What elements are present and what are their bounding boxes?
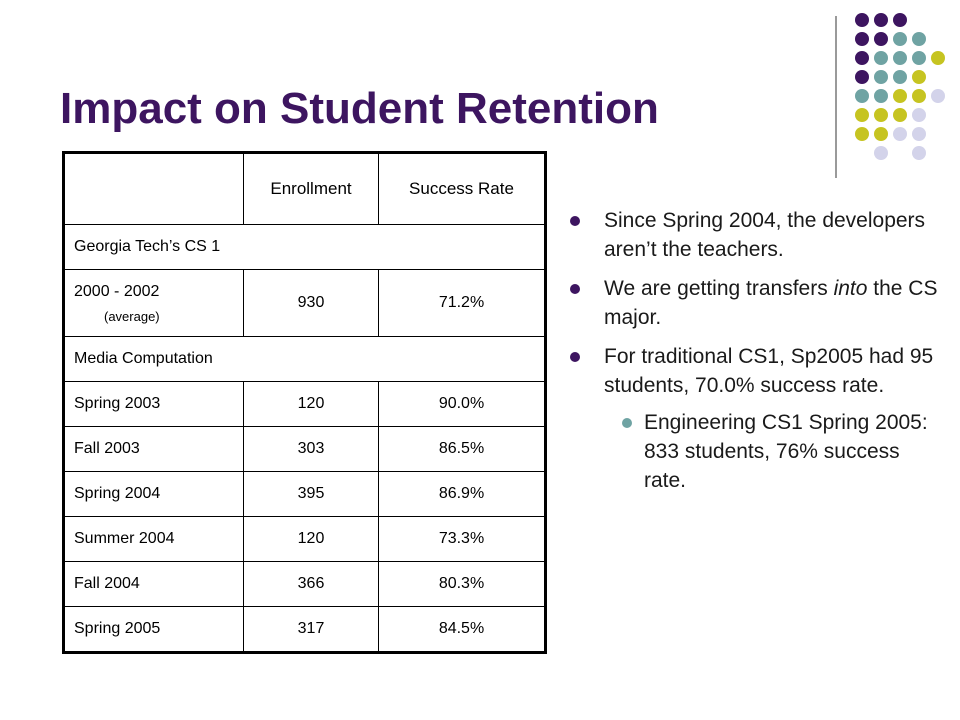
bullet-text: the CS major. bbox=[604, 277, 938, 329]
dot-icon bbox=[893, 108, 907, 122]
dot-icon bbox=[855, 51, 869, 65]
success-cell: 84.5% bbox=[378, 606, 546, 653]
dot-grid-decoration bbox=[0, 0, 960, 180]
enrollment-cell: 395 bbox=[243, 471, 379, 517]
enrollment-cell: 120 bbox=[243, 516, 379, 562]
table-row: Spring 2005 317 84.5% bbox=[63, 606, 546, 653]
dot-icon bbox=[855, 70, 869, 84]
table-row: Spring 2003 120 90.0% bbox=[63, 381, 546, 427]
dot-icon bbox=[855, 108, 869, 122]
section-row: Georgia Tech’s CS 1 bbox=[63, 224, 546, 270]
dot-icon bbox=[912, 146, 926, 160]
bullet-item: For traditional CS1, Sp2005 had 95 stude… bbox=[568, 342, 938, 400]
table-header-row: Enrollment Success Rate bbox=[63, 152, 546, 225]
term-cell: Fall 2003 bbox=[63, 426, 244, 472]
table-row: Spring 2004 395 86.9% bbox=[63, 471, 546, 517]
dot-icon bbox=[912, 51, 926, 65]
bullet-emphasis: into bbox=[833, 277, 868, 300]
dot-icon bbox=[912, 32, 926, 46]
dot-icon bbox=[855, 89, 869, 103]
dot-icon bbox=[893, 13, 907, 27]
row-note: (average) bbox=[104, 308, 160, 324]
dot-icon bbox=[912, 89, 926, 103]
success-cell: 86.5% bbox=[378, 426, 546, 472]
sub-bullet-item: Engineering CS1 Spring 2005: 833 student… bbox=[568, 408, 938, 495]
dot-icon bbox=[874, 13, 888, 27]
dot-icon bbox=[855, 13, 869, 27]
section-label: Media Computation bbox=[63, 336, 546, 382]
success-cell: 71.2% bbox=[378, 269, 546, 337]
table-row: Summer 2004 120 73.3% bbox=[63, 516, 546, 562]
dot-icon bbox=[874, 51, 888, 65]
term-cell: Summer 2004 bbox=[63, 516, 244, 562]
bullet-item: Since Spring 2004, the developers aren’t… bbox=[568, 206, 938, 264]
dot-icon bbox=[874, 32, 888, 46]
section-row: Media Computation bbox=[63, 336, 546, 382]
enrollment-cell: 120 bbox=[243, 381, 379, 427]
header-enrollment: Enrollment bbox=[243, 152, 379, 225]
success-cell: 80.3% bbox=[378, 561, 546, 607]
dot-icon bbox=[874, 146, 888, 160]
dot-icon bbox=[893, 32, 907, 46]
success-cell: 86.9% bbox=[378, 471, 546, 517]
dot-icon bbox=[912, 127, 926, 141]
term-cell: Spring 2003 bbox=[63, 381, 244, 427]
dot-icon bbox=[931, 51, 945, 65]
table-row: Fall 2004 366 80.3% bbox=[63, 561, 546, 607]
row-name: 2000 - 2002 bbox=[74, 282, 160, 300]
dot-icon bbox=[893, 89, 907, 103]
bullet-list: Since Spring 2004, the developers aren’t… bbox=[568, 206, 938, 495]
enrollment-cell: 317 bbox=[243, 606, 379, 653]
term-cell: Spring 2005 bbox=[63, 606, 244, 653]
header-success-rate: Success Rate bbox=[378, 152, 546, 225]
term-cell: Fall 2004 bbox=[63, 561, 244, 607]
success-cell: 73.3% bbox=[378, 516, 546, 562]
row-name-cell: 2000 - 2002 (average) bbox=[63, 269, 244, 337]
dot-icon bbox=[874, 70, 888, 84]
dot-icon bbox=[912, 108, 926, 122]
bullet-item: We are getting transfers into the CS maj… bbox=[568, 274, 938, 332]
enrollment-cell: 366 bbox=[243, 561, 379, 607]
slide-title: Impact on Student Retention bbox=[60, 84, 659, 133]
dot-icon bbox=[893, 51, 907, 65]
dot-icon bbox=[893, 127, 907, 141]
header-cell-empty bbox=[63, 152, 244, 225]
dot-icon bbox=[874, 108, 888, 122]
dot-icon bbox=[931, 89, 945, 103]
dot-icon bbox=[874, 89, 888, 103]
success-cell: 90.0% bbox=[378, 381, 546, 427]
retention-table: Enrollment Success Rate Georgia Tech’s C… bbox=[62, 151, 547, 654]
dot-icon bbox=[855, 127, 869, 141]
vertical-divider bbox=[835, 16, 837, 178]
term-cell: Spring 2004 bbox=[63, 471, 244, 517]
dot-icon bbox=[912, 70, 926, 84]
dot-icon bbox=[855, 32, 869, 46]
dot-icon bbox=[874, 127, 888, 141]
enrollment-cell: 930 bbox=[243, 269, 379, 337]
bullet-text: We are getting transfers bbox=[604, 277, 834, 300]
enrollment-cell: 303 bbox=[243, 426, 379, 472]
dot-icon bbox=[893, 70, 907, 84]
table-row: Fall 2003 303 86.5% bbox=[63, 426, 546, 472]
table-row: 2000 - 2002 (average) 930 71.2% bbox=[63, 269, 546, 337]
section-label: Georgia Tech’s CS 1 bbox=[63, 224, 546, 270]
